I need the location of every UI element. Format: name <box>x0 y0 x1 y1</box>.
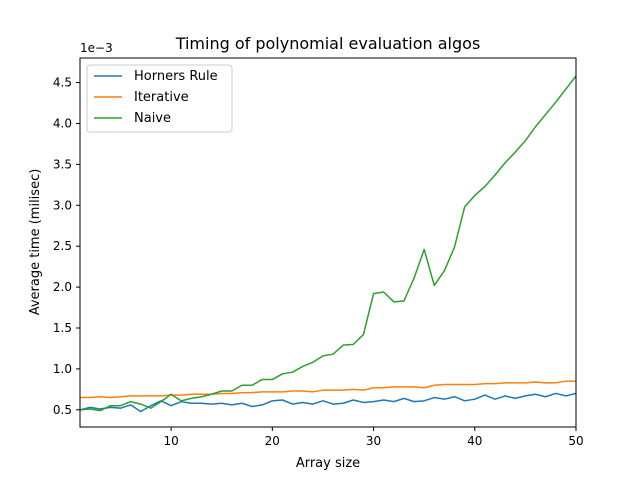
chart-title: Timing of polynomial evaluation algos <box>175 34 481 53</box>
x-tick-label: 20 <box>265 434 280 448</box>
y-tick-label: 0.5 <box>53 403 72 417</box>
y-tick-label: 4.0 <box>53 116 72 130</box>
y-offset-label: 1e−3 <box>80 41 113 55</box>
legend: Horners Rule Iterative Naive <box>86 64 233 133</box>
y-tick-label: 2.0 <box>53 280 72 294</box>
legend-label-2: Naive <box>134 111 171 126</box>
y-tick-label: 3.5 <box>53 157 72 171</box>
axis-ticks: 10 20 30 40 50 0.5 1.0 1.5 2.0 2.5 3.0 3.5 4.0 4.5 <box>53 76 584 448</box>
series-line-0 <box>79 392 577 413</box>
series-line-2 <box>79 75 577 412</box>
y-tick-label: 2.5 <box>53 239 72 253</box>
x-tick-label: 40 <box>467 434 482 448</box>
plot-area <box>79 75 577 413</box>
x-tick-label: 10 <box>163 434 178 448</box>
x-tick-label: 30 <box>366 434 381 448</box>
legend-label-0: Horners Rule <box>134 69 218 84</box>
y-tick-label: 3.0 <box>53 198 72 212</box>
legend-box <box>86 64 233 133</box>
x-tick-label: 50 <box>568 434 583 448</box>
legend-label-1: Iterative <box>134 90 189 105</box>
y-tick-label: 1.5 <box>53 321 72 335</box>
y-axis-label: Average time (milisec) <box>28 169 43 316</box>
x-axis-label: Array size <box>296 456 360 471</box>
y-tick-label: 1.0 <box>53 362 72 376</box>
series-line-1 <box>80 380 576 399</box>
plot-frame <box>79 57 577 428</box>
y-tick-label: 4.5 <box>53 76 72 90</box>
